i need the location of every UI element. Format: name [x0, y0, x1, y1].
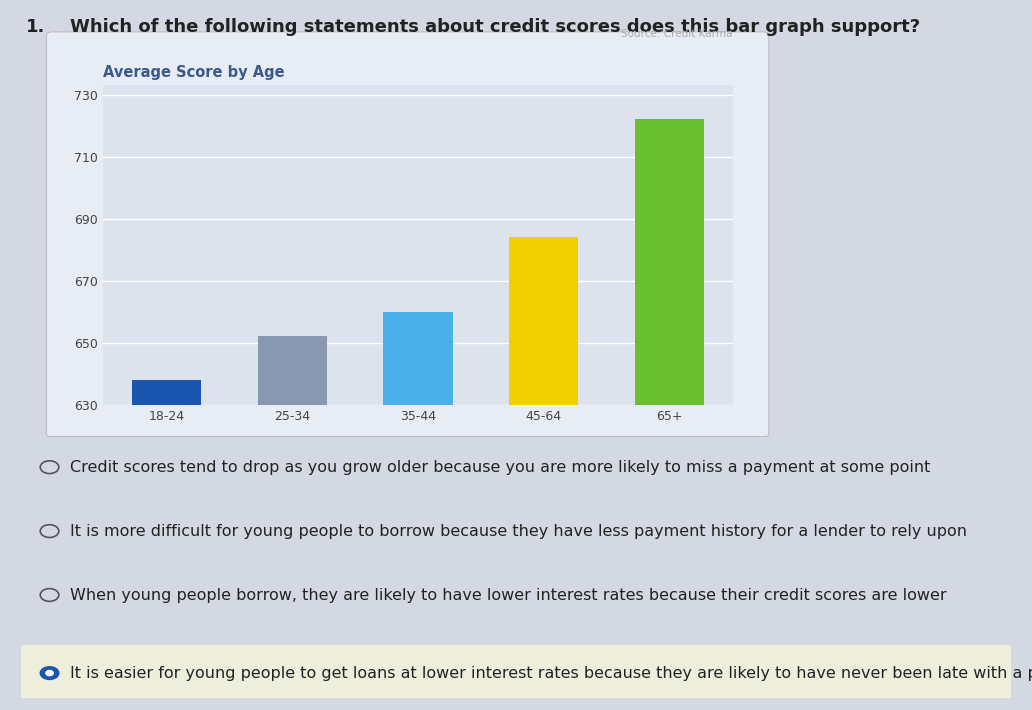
Bar	[258, 337, 327, 710]
Text: It is easier for young people to get loans at lower interest rates because they : It is easier for young people to get loa…	[70, 666, 1032, 681]
Text: Source: Credit Karma: Source: Credit Karma	[621, 29, 733, 39]
Bar	[509, 237, 578, 710]
Text: Average Score by Age: Average Score by Age	[103, 65, 285, 80]
Text: When young people borrow, they are likely to have lower interest rates because t: When young people borrow, they are likel…	[70, 588, 946, 603]
Bar	[635, 119, 704, 710]
Text: Which of the following statements about credit scores does this bar graph suppor: Which of the following statements about …	[70, 18, 921, 36]
Bar	[132, 380, 201, 710]
Text: 1.: 1.	[26, 18, 45, 36]
Bar	[383, 312, 453, 710]
Text: It is more difficult for young people to borrow because they have less payment h: It is more difficult for young people to…	[70, 524, 967, 539]
Text: Credit scores tend to drop as you grow older because you are more likely to miss: Credit scores tend to drop as you grow o…	[70, 460, 931, 475]
